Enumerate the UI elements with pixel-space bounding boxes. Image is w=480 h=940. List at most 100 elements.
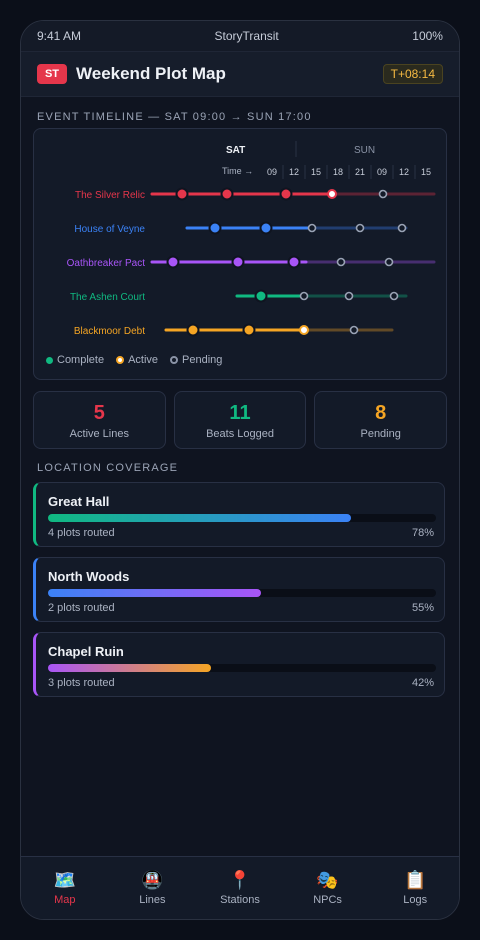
line-name-label[interactable]: The Silver Relic bbox=[75, 190, 145, 201]
stop-pending-icon[interactable] bbox=[344, 291, 354, 301]
pending-dot-icon bbox=[170, 356, 179, 364]
stop-complete-icon[interactable] bbox=[220, 187, 234, 201]
legend-complete-label: Complete bbox=[57, 354, 105, 366]
stop-pending-icon[interactable] bbox=[307, 223, 317, 233]
location-plots: 3 plots routed bbox=[48, 677, 115, 689]
pin-icon: 📍 bbox=[228, 870, 252, 890]
timeline-card: SAT SUN Time → 09 12 15 18 21 09 12 15 The Silver R… bbox=[33, 128, 447, 380]
clipboard-icon: 📋 bbox=[403, 870, 427, 890]
map-icon: 🗺️ bbox=[53, 870, 76, 890]
app-logo-badge: ST bbox=[37, 64, 67, 84]
stat-label: Active Lines bbox=[69, 428, 129, 440]
stat-value: 11 bbox=[229, 402, 251, 424]
time-tick-label: 09 bbox=[377, 167, 387, 177]
tab-map[interactable]: 🗺️ Map bbox=[21, 857, 109, 919]
time-tick-label: 15 bbox=[421, 167, 431, 177]
line-name-label[interactable]: The Ashen Court bbox=[70, 292, 145, 303]
location-name: Great Hall bbox=[48, 494, 110, 509]
day-label-sat: SAT bbox=[226, 145, 245, 156]
line-name-label[interactable]: Oathbreaker Pact bbox=[67, 258, 146, 269]
stop-pending-icon[interactable] bbox=[336, 257, 346, 267]
tab-label: Lines bbox=[139, 894, 166, 906]
location-progress-fill bbox=[48, 589, 262, 597]
stop-pending-icon[interactable] bbox=[299, 291, 309, 301]
time-tick-label: 21 bbox=[355, 167, 365, 177]
location-percent: 55% bbox=[411, 602, 434, 614]
stop-complete-icon[interactable] bbox=[287, 255, 301, 269]
masks-icon: 🎭 bbox=[316, 870, 339, 890]
stop-complete-icon[interactable] bbox=[254, 289, 268, 303]
stop-complete-icon[interactable] bbox=[279, 187, 293, 201]
tab-lines[interactable]: 🚇 Lines bbox=[109, 857, 197, 919]
location-percent: 42% bbox=[411, 677, 434, 689]
tab-label: Stations bbox=[220, 894, 260, 906]
stats-row: 5 Active Lines 11 Beats Logged 8 Pending bbox=[33, 391, 448, 449]
legend-pending-label: Pending bbox=[182, 354, 223, 366]
legend-pending: Pending bbox=[170, 354, 222, 366]
location-plots: 4 plots routed bbox=[48, 527, 115, 539]
stat-beats-logged[interactable]: 11 Beats Logged bbox=[173, 391, 307, 449]
stop-pending-icon[interactable] bbox=[378, 189, 388, 199]
stat-pending[interactable]: 8 Pending bbox=[314, 391, 448, 449]
timeline-legend: Complete Active Pending bbox=[46, 354, 222, 366]
stat-active-lines[interactable]: 5 Active Lines bbox=[33, 391, 166, 449]
stop-active-icon[interactable] bbox=[327, 189, 337, 199]
bottom-tab-bar: 🗺️ Map 🚇 Lines 📍 Stations 🎭 NPCs 📋 Logs bbox=[21, 856, 459, 919]
tab-label: Logs bbox=[403, 894, 428, 906]
location-card-chapel-ruin[interactable]: Chapel Ruin 3 plots routed 42% bbox=[33, 632, 445, 697]
stop-complete-icon[interactable] bbox=[208, 221, 222, 235]
line-name-label[interactable]: Blackmoor Debt bbox=[74, 326, 145, 337]
stop-complete-icon[interactable] bbox=[259, 221, 273, 235]
location-name: North Woods bbox=[48, 569, 130, 584]
stat-value: 8 bbox=[375, 402, 387, 424]
time-tick-label: 12 bbox=[399, 167, 409, 177]
time-tick-label: 09 bbox=[267, 167, 277, 177]
time-tick-label: 18 bbox=[333, 167, 343, 177]
stat-label: Pending bbox=[360, 428, 401, 440]
stop-active-icon[interactable] bbox=[299, 325, 309, 335]
tab-label: NPCs bbox=[313, 894, 342, 906]
page-title: Weekend Plot Map bbox=[76, 64, 226, 83]
status-time: 9:41 AM bbox=[37, 29, 82, 43]
stop-pending-icon[interactable] bbox=[397, 223, 407, 233]
stat-value: 5 bbox=[93, 402, 105, 424]
time-tick-label: 15 bbox=[311, 167, 321, 177]
stop-complete-icon[interactable] bbox=[242, 323, 256, 337]
timeline-section-label: EVENT TIMELINE — SAT 09:00 → SUN 17:00 bbox=[37, 111, 312, 123]
stop-complete-icon[interactable] bbox=[166, 255, 180, 269]
location-progress-track bbox=[48, 589, 436, 597]
time-axis-label: Time → bbox=[222, 166, 253, 176]
day-label-sun: SUN bbox=[354, 145, 375, 156]
tab-logs[interactable]: 📋 Logs bbox=[371, 857, 459, 919]
status-app-name: StoryTransit bbox=[214, 29, 279, 43]
stop-complete-icon[interactable] bbox=[175, 187, 189, 201]
session-timer-badge: T+08:14 bbox=[382, 64, 443, 84]
metro-icon: 🚇 bbox=[141, 870, 164, 890]
location-progress-fill bbox=[48, 514, 351, 522]
legend-active-label: Active bbox=[128, 354, 159, 366]
stat-label: Beats Logged bbox=[206, 428, 274, 440]
tab-npcs[interactable]: 🎭 NPCs bbox=[284, 857, 372, 919]
status-bar: 9:41 AM StoryTransit 100% bbox=[21, 21, 459, 51]
legend-complete: Complete bbox=[46, 354, 104, 366]
location-card-north-woods[interactable]: North Woods 2 plots routed 55% bbox=[33, 557, 445, 622]
tab-stations[interactable]: 📍 Stations bbox=[196, 857, 284, 919]
app-header: ST Weekend Plot Map T+08:14 bbox=[21, 51, 459, 97]
location-plots: 2 plots routed bbox=[48, 602, 115, 614]
time-tick-label: 12 bbox=[289, 167, 299, 177]
line-name-label[interactable]: House of Veyne bbox=[74, 224, 145, 235]
stop-complete-icon[interactable] bbox=[231, 255, 245, 269]
location-progress-track bbox=[48, 664, 436, 672]
location-card-great-hall[interactable]: Great Hall 4 plots routed 78% bbox=[33, 482, 445, 547]
active-dot-icon bbox=[116, 356, 125, 364]
stop-pending-icon[interactable] bbox=[384, 257, 394, 267]
stop-pending-icon[interactable] bbox=[389, 291, 399, 301]
timeline-chart: SAT SUN Time → 09 12 15 18 21 09 12 15 The Silver R… bbox=[67, 141, 436, 337]
location-percent: 78% bbox=[411, 527, 434, 539]
status-battery: 100% bbox=[412, 29, 443, 43]
stop-pending-icon[interactable] bbox=[355, 223, 365, 233]
stop-pending-icon[interactable] bbox=[349, 325, 359, 335]
location-section-label: LOCATION COVERAGE bbox=[37, 462, 179, 474]
stop-complete-icon[interactable] bbox=[186, 323, 200, 337]
location-progress-fill bbox=[48, 664, 211, 672]
